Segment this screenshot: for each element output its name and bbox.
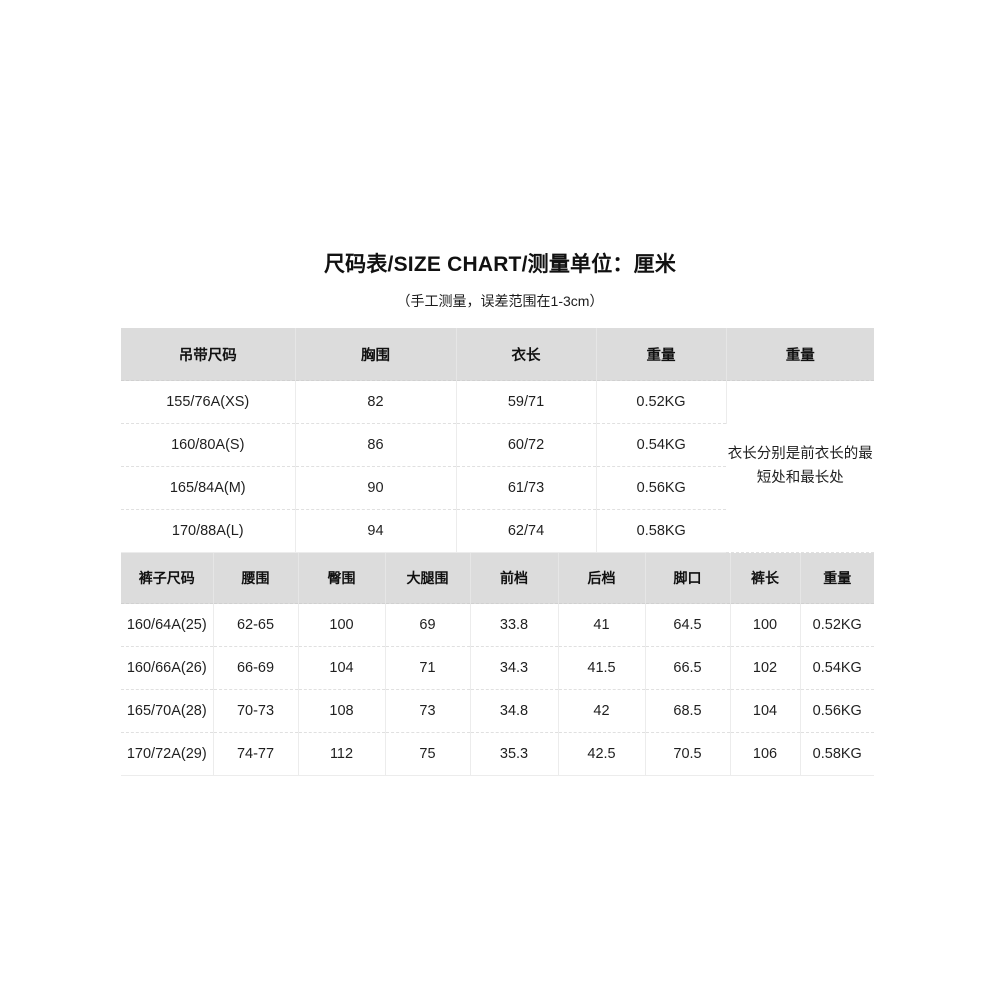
cell-back-rise: 41.5: [558, 646, 646, 690]
table-row: 165/84A(M) 90 61/73 0.56KG: [121, 466, 874, 510]
cell-pants-length: 104: [730, 689, 801, 733]
cell-waist: 66-69: [213, 646, 299, 690]
cell-hip: 100: [298, 603, 386, 647]
cell-waist: 70-73: [213, 689, 299, 733]
cell-pants-size: 160/66A(26): [121, 646, 214, 690]
cell-length: 62/74: [456, 509, 597, 553]
page-title: 尺码表/SIZE CHART/测量单位：厘米: [323, 253, 677, 276]
cell-weight: 0.54KG: [800, 646, 874, 690]
cell-thigh: 75: [385, 732, 471, 776]
cell-thigh: 73: [385, 689, 471, 733]
cell-pants-size: 160/64A(25): [121, 603, 214, 647]
length-explanation-note: 衣长分别是前衣长的最短处和最长处: [726, 380, 874, 553]
column-header-hip: 臀围: [298, 553, 386, 604]
cell-weight: 0.56KG: [596, 466, 726, 510]
cell-pants-size: 165/70A(28): [121, 689, 214, 733]
cell-front-rise: 33.8: [470, 603, 559, 647]
table-row: 165/70A(28) 70-73 108 73 34.8 42 68.5 10…: [121, 689, 874, 733]
table-row: 155/76A(XS) 82 59/71 0.52KG 衣长分别是前衣长的最短处…: [121, 380, 874, 553]
cell-hip: 108: [298, 689, 386, 733]
cell-length: 60/72: [456, 423, 597, 467]
cell-back-rise: 42.5: [558, 732, 646, 776]
table-row: 170/88A(L) 94 62/74 0.58KG: [121, 509, 874, 553]
cell-hip: 104: [298, 646, 386, 690]
cell-bust: 82: [295, 380, 457, 424]
column-header-weight2: 重量: [726, 328, 874, 381]
cell-size: 165/84A(M): [121, 466, 296, 510]
cell-waist: 74-77: [213, 732, 299, 776]
column-header-weight: 重量: [596, 328, 727, 381]
cell-bust: 86: [295, 423, 457, 467]
cell-weight: 0.58KG: [800, 732, 874, 776]
table-row: 160/64A(25) 62-65 100 69 33.8 41 64.5 10…: [121, 603, 874, 647]
cell-front-rise: 35.3: [470, 732, 559, 776]
cell-weight: 0.52KG: [800, 603, 874, 647]
cell-thigh: 69: [385, 603, 471, 647]
column-header-front-rise: 前档: [470, 553, 559, 604]
cell-leg-opening: 68.5: [645, 689, 731, 733]
column-header-pants-size: 裤子尺码: [121, 553, 214, 604]
cell-leg-opening: 70.5: [645, 732, 731, 776]
cell-size: 170/88A(L): [121, 509, 296, 553]
cell-size: 160/80A(S): [121, 423, 296, 467]
cell-thigh: 71: [385, 646, 471, 690]
cell-front-rise: 34.8: [470, 689, 559, 733]
cell-weight: 0.52KG: [596, 380, 727, 424]
cell-pants-size: 170/72A(29): [121, 732, 214, 776]
pants-size-table: 裤子尺码 腰围 臀围 大腿围 前档 后档 脚口 裤长 重量 160/64A(25…: [121, 553, 874, 776]
column-header-thigh: 大腿围: [385, 553, 471, 604]
cell-leg-opening: 66.5: [645, 646, 731, 690]
top-size-table-wrapper: 吊带尺码 胸围 衣长 重量 重量 155/76A(XS) 82 59/71 0.…: [121, 328, 874, 553]
cell-weight: 0.58KG: [596, 509, 726, 553]
column-header-length: 衣长: [456, 328, 597, 381]
cell-weight: 0.54KG: [596, 423, 726, 467]
top-size-table: 吊带尺码 胸围 衣长 重量 重量 155/76A(XS) 82 59/71 0.…: [121, 328, 874, 553]
table-header-row: 裤子尺码 腰围 臀围 大腿围 前档 后档 脚口 裤长 重量: [121, 553, 874, 604]
cell-hip: 112: [298, 732, 386, 776]
cell-bust: 90: [295, 466, 457, 510]
column-header-size: 吊带尺码: [121, 328, 296, 381]
cell-length: 61/73: [456, 466, 597, 510]
cell-front-rise: 34.3: [470, 646, 559, 690]
column-header-weight: 重量: [800, 553, 874, 604]
cell-back-rise: 42: [558, 689, 646, 733]
cell-size: 155/76A(XS): [121, 380, 296, 424]
cell-length: 59/71: [456, 380, 597, 424]
cell-pants-length: 102: [730, 646, 801, 690]
column-header-waist: 腰围: [213, 553, 299, 604]
cell-pants-length: 100: [730, 603, 801, 647]
column-header-pants-length: 裤长: [730, 553, 801, 604]
table-row: 160/66A(26) 66-69 104 71 34.3 41.5 66.5 …: [121, 646, 874, 690]
table-row: 170/72A(29) 74-77 112 75 35.3 42.5 70.5 …: [121, 732, 874, 776]
column-header-leg-opening: 脚口: [645, 553, 731, 604]
cell-leg-opening: 64.5: [645, 603, 731, 647]
cell-back-rise: 41: [558, 603, 646, 647]
cell-waist: 62-65: [213, 603, 299, 647]
cell-weight: 0.56KG: [800, 689, 874, 733]
table-row: 160/80A(S) 86 60/72 0.54KG: [121, 423, 874, 467]
bottom-size-table-wrapper: 裤子尺码 腰围 臀围 大腿围 前档 后档 脚口 裤长 重量 160/64A(25…: [121, 553, 874, 776]
table-header-row: 吊带尺码 胸围 衣长 重量 重量: [121, 328, 874, 381]
column-header-back-rise: 后档: [558, 553, 646, 604]
cell-pants-length: 106: [730, 732, 801, 776]
measurement-note: （手工测量，误差范围在1-3cm）: [396, 293, 604, 309]
cell-bust: 94: [295, 509, 457, 553]
column-header-bust: 胸围: [295, 328, 457, 381]
